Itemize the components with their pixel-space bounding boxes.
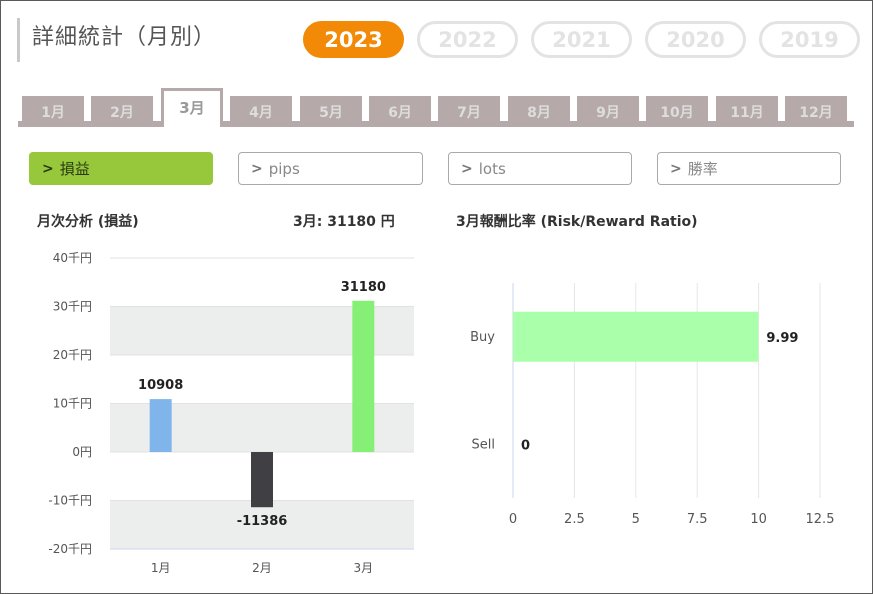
filter-label: lots — [478, 159, 506, 178]
y-tick-label: 30千円 — [53, 300, 92, 314]
filter-label: 勝率 — [687, 160, 718, 178]
x-tick-label: 7.5 — [687, 512, 708, 527]
year-button-2019[interactable]: 2019 — [759, 21, 860, 58]
tab-month-7[interactable]: 7月 — [438, 96, 500, 127]
ratio-chart-title: 3月報酬比率 (Risk/Reward Ratio) — [456, 214, 698, 230]
grid-band — [110, 500, 414, 549]
filter-label: 損益 — [59, 160, 90, 178]
bar-2[interactable] — [251, 452, 273, 508]
y-tick-label: 40千円 — [53, 251, 92, 265]
tab-month-12[interactable]: 12月 — [785, 96, 847, 127]
year-button-2021[interactable]: 2021 — [531, 21, 632, 58]
tab-month-8[interactable]: 8月 — [508, 96, 570, 127]
tab-month-10[interactable]: 10月 — [646, 96, 708, 127]
tab-month-5[interactable]: 5月 — [300, 96, 362, 127]
y-tick-label: 0円 — [72, 445, 92, 459]
data-label: 31180 — [341, 280, 386, 295]
monthly-chart-summary: 3月: 31180 円 — [293, 214, 395, 230]
year-button-2022[interactable]: 2022 — [417, 21, 518, 58]
chevron-right-icon: > — [251, 160, 263, 177]
y-tick-label: 20千円 — [53, 348, 92, 362]
data-label: 9.99 — [766, 331, 798, 346]
chevron-right-icon: > — [461, 160, 473, 177]
bar-1[interactable] — [149, 399, 172, 452]
y-tick-label: Buy — [470, 330, 495, 345]
y-tick-label: Sell — [472, 437, 495, 452]
y-tick-label: -20千円 — [48, 542, 92, 556]
chevron-right-icon: > — [42, 160, 54, 177]
x-tick-label: 12.5 — [806, 512, 835, 527]
filter-win-rate-button[interactable]: > 勝率 — [657, 152, 841, 185]
filter-profit-button[interactable]: > 損益 — [29, 152, 213, 185]
monthly-chart-title: 月次分析 (損益) — [37, 214, 139, 230]
x-tick-label: 2.5 — [564, 512, 585, 527]
year-selector: 2023 2022 2021 2020 2019 — [303, 21, 860, 58]
bar-3[interactable] — [352, 300, 375, 452]
bar-buy[interactable] — [513, 311, 759, 362]
tab-month-4[interactable]: 4月 — [230, 96, 292, 127]
data-label: -11386 — [237, 514, 288, 529]
page-title: 詳細統計（月別） — [32, 25, 217, 50]
year-button-2020[interactable]: 2020 — [645, 21, 746, 58]
filter-label: pips — [268, 159, 300, 178]
year-button-2023[interactable]: 2023 — [303, 21, 404, 58]
data-label: 10908 — [138, 378, 183, 393]
tab-month-9[interactable]: 9月 — [577, 96, 639, 127]
filter-lots-button[interactable]: > lots — [448, 152, 632, 185]
x-tick-label: 5 — [632, 512, 640, 527]
page-header: 詳細統計（月別） — [17, 18, 216, 62]
x-tick-label: 2月 — [252, 561, 272, 575]
risk-reward-bar-chart: 0 2.5 5 7.5 10 12.5 Buy 9.99 Sell 0 — [470, 283, 835, 527]
y-tick-label: 10千円 — [53, 397, 92, 411]
month-tabs: 1月 2月 3月 4月 5月 6月 7月 8月 9月 10月 11月 12月 — [18, 88, 854, 127]
x-tick-label: 3月 — [354, 561, 374, 575]
x-tick-label: 1月 — [151, 561, 171, 575]
chevron-right-icon: > — [670, 160, 682, 177]
tab-month-3[interactable]: 3月 — [161, 88, 223, 127]
tab-month-11[interactable]: 11月 — [716, 96, 778, 127]
tab-month-2[interactable]: 2月 — [91, 96, 153, 127]
tab-month-1[interactable]: 1月 — [22, 96, 84, 127]
data-label: 0 — [521, 438, 530, 453]
tabs-underline — [18, 121, 854, 127]
monthly-bar-chart: 40千円 30千円 20千円 10千円 0円 -10千円 -20千円 10908 1月 -1138… — [48, 251, 414, 575]
filter-pips-button[interactable]: > pips — [238, 152, 423, 185]
y-tick-label: -10千円 — [48, 494, 92, 508]
tab-month-6[interactable]: 6月 — [369, 96, 431, 127]
x-tick-label: 10 — [750, 512, 767, 527]
x-tick-label: 0 — [509, 512, 517, 527]
